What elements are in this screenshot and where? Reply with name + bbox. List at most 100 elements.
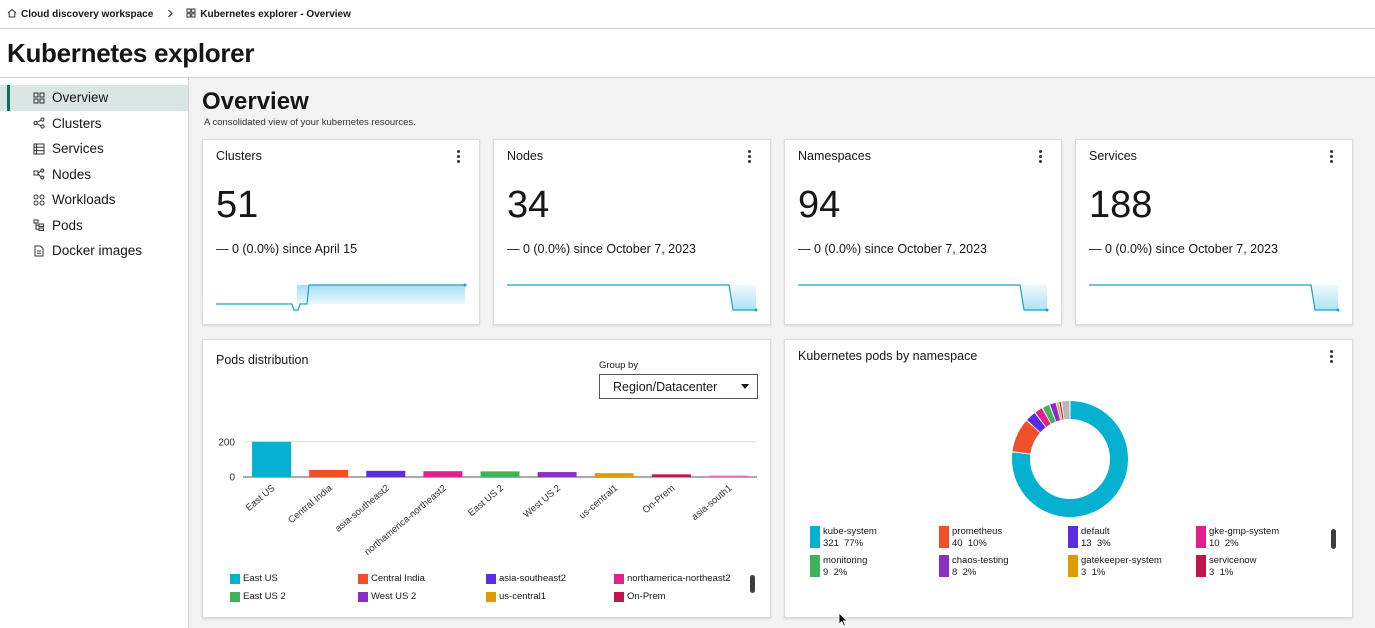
namespace-pct: 3%	[1096, 538, 1111, 549]
card-title: Nodes	[507, 149, 544, 163]
legend-scrollbar[interactable]	[1331, 529, 1336, 549]
bar[interactable]	[309, 469, 349, 477]
metric-delta: — 0 (0.0%) since October 7, 2023	[1089, 242, 1278, 256]
namespace-name: default	[1081, 526, 1110, 537]
namespace-pct: 2%	[962, 567, 977, 578]
namespace-donut-chart	[1012, 401, 1128, 517]
metric-value: 94	[798, 184, 841, 226]
pods-by-namespace-card: Kubernetes pods by namespace kube-system…	[784, 339, 1353, 618]
sparkline	[798, 284, 1049, 312]
kebab-menu-icon[interactable]	[1037, 150, 1043, 164]
card-title: Pods distribution	[216, 353, 309, 367]
namespace-name: monitoring	[823, 555, 868, 566]
namespace-value: 10 2%	[1209, 538, 1239, 549]
namespace-value: 3 1%	[1209, 567, 1233, 578]
legend-swatch	[358, 573, 368, 584]
legend-scrollbar[interactable]	[750, 575, 755, 593]
group-by-dropdown[interactable]: Region/Datacenter	[599, 374, 758, 399]
kebab-menu-icon[interactable]	[1328, 150, 1334, 164]
sidebar-item-services[interactable]: Services	[0, 136, 188, 162]
x-tick-label: us-central1	[577, 483, 620, 522]
legend-swatch	[614, 591, 624, 602]
legend-swatch	[230, 591, 240, 602]
bar[interactable]	[423, 471, 463, 477]
donut-slice[interactable]	[1059, 401, 1064, 420]
namespace-pct: 1%	[1091, 567, 1106, 578]
sparkline	[216, 283, 467, 311]
breadcrumb-item-workspace[interactable]: Cloud discovery workspace	[7, 8, 153, 21]
namespace-name: gatekeeper-system	[1081, 555, 1162, 566]
bar[interactable]	[366, 470, 406, 477]
legend-swatch	[1068, 526, 1078, 548]
namespace-value: 321 77%	[823, 538, 863, 549]
legend-label: Central India	[371, 573, 425, 584]
sparkline	[1089, 284, 1340, 312]
bar[interactable]	[594, 473, 634, 477]
card-title: Namespaces	[798, 149, 871, 163]
donut-slice[interactable]	[1050, 402, 1061, 422]
legend-swatch	[1068, 555, 1078, 577]
namespace-count: 13	[1081, 538, 1092, 549]
card-title: Clusters	[216, 149, 262, 163]
legend-label: northamerica-northeast2	[627, 573, 731, 584]
bar[interactable]	[651, 474, 691, 477]
metric-delta: — 0 (0.0%) since October 7, 2023	[507, 242, 696, 256]
main-content: Overview A consolidated view of your kub…	[189, 77, 1375, 628]
namespace-pct: 10%	[967, 538, 987, 549]
metric-card-nodes: Nodes 34 — 0 (0.0%) since October 7, 202…	[493, 139, 771, 325]
kebab-menu-icon[interactable]	[746, 150, 752, 164]
chevron-right-icon	[167, 7, 174, 21]
bar[interactable]	[708, 475, 748, 477]
donut-slice[interactable]	[1027, 413, 1046, 433]
legend-swatch	[1196, 555, 1206, 577]
legend-swatch	[810, 555, 820, 577]
donut-slice[interactable]	[1042, 404, 1056, 424]
metric-value: 34	[507, 184, 550, 226]
namespace-pct: 2%	[833, 567, 848, 578]
kebab-menu-icon[interactable]	[455, 150, 461, 164]
legend-item[interactable]: On-Prem	[614, 591, 666, 602]
sidebar-item-clusters[interactable]: Clusters	[0, 111, 188, 137]
donut-slice[interactable]	[1056, 402, 1062, 421]
legend-item[interactable]: East US	[230, 573, 278, 584]
sparkline	[507, 284, 758, 312]
card-title: Services	[1089, 149, 1137, 163]
namespace-value: 13 3%	[1081, 538, 1111, 549]
legend-item[interactable]: West US 2	[358, 591, 416, 602]
metric-value: 51	[216, 184, 259, 226]
x-tick-label: asia-south1	[690, 483, 735, 523]
sidebar-item-nodes[interactable]: Nodes	[0, 162, 188, 188]
legend-swatch	[614, 573, 624, 584]
sidebar-item-pods[interactable]: Pods	[0, 213, 188, 239]
metric-card-services: Services 188 — 0 (0.0%) since October 7,…	[1075, 139, 1353, 325]
legend-item[interactable]: northamerica-northeast2	[614, 573, 731, 584]
kebab-menu-icon[interactable]	[1328, 350, 1334, 364]
metric-delta: — 0 (0.0%) since October 7, 2023	[798, 242, 987, 256]
sidebar-item-label: Overview	[52, 90, 109, 106]
sidebar-item-overview[interactable]: Overview	[0, 85, 188, 111]
namespace-pct: 1%	[1219, 567, 1234, 578]
sidebar-item-label: Workloads	[52, 192, 116, 208]
sidebar-item-docker-images[interactable]: Docker images	[0, 238, 188, 264]
breadcrumb-item-current: Kubernetes explorer - Overview	[186, 8, 351, 21]
bar[interactable]	[252, 441, 292, 477]
legend-item[interactable]: us-central1	[486, 591, 546, 602]
bar[interactable]	[537, 472, 577, 477]
namespace-count: 3	[1081, 567, 1087, 578]
donut-slice[interactable]	[1061, 401, 1070, 420]
donut-slice[interactable]	[1012, 401, 1128, 517]
namespace-name: kube-system	[823, 526, 877, 537]
legend-swatch	[358, 591, 368, 602]
namespace-count: 40	[952, 538, 963, 549]
sidebar-item-workloads[interactable]: Workloads	[0, 187, 188, 213]
namespace-value: 9 2%	[823, 567, 847, 578]
bar[interactable]	[480, 471, 520, 477]
legend-item[interactable]: Central India	[358, 573, 425, 584]
donut-slice[interactable]	[1012, 420, 1040, 454]
donut-slice[interactable]	[1035, 408, 1051, 427]
legend-item[interactable]: asia-southeast2	[486, 573, 566, 584]
breadcrumb-label: Kubernetes explorer - Overview	[200, 8, 351, 20]
group-by-value: Region/Datacenter	[613, 379, 718, 394]
legend-item[interactable]: East US 2	[230, 591, 286, 602]
